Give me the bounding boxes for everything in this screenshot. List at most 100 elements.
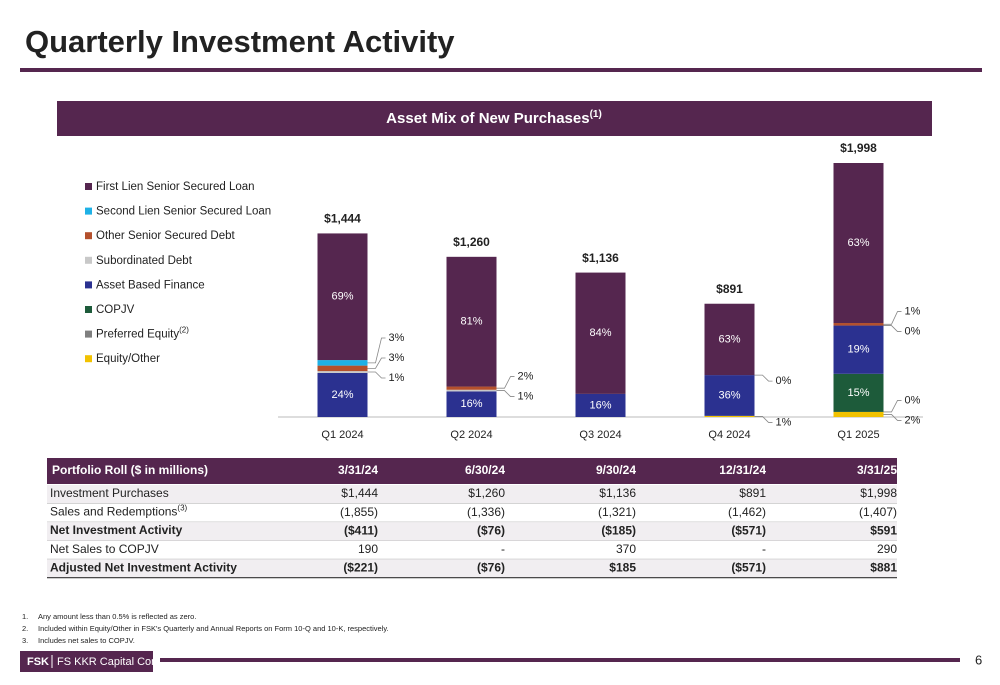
leader (754, 416, 773, 423)
bar-segment (446, 256, 497, 387)
table-cell: ($185) (601, 523, 636, 537)
leader (883, 325, 902, 332)
footnote: Included within Equity/Other in FSK's Qu… (38, 624, 389, 633)
bar-segment (446, 386, 497, 390)
table-cell: (1,407) (859, 505, 897, 519)
legend-label: Other Senior Secured Debt (96, 230, 236, 242)
table-cell: ($76) (477, 523, 505, 537)
table-header: 9/30/24 (596, 463, 636, 477)
legend-swatch (85, 232, 92, 240)
bar-segment (317, 372, 368, 417)
footnote: Any amount less than 0.5% is reflected a… (38, 612, 196, 621)
leader (883, 414, 902, 421)
x-tick-label: Q1 2025 (837, 429, 879, 441)
legend-swatch (85, 207, 92, 215)
row-label: Investment Purchases (50, 486, 169, 500)
subtitle-text: Asset Mix of New Purchases (386, 110, 589, 127)
value-label: 1% (389, 372, 405, 384)
value-label: 16% (589, 399, 611, 411)
table-cell: ($571) (731, 523, 766, 537)
table-cell: - (762, 542, 766, 556)
value-label: 63% (718, 333, 740, 345)
x-tick-label: Q4 2024 (708, 429, 750, 441)
footnote-number: 1. (22, 612, 28, 621)
value-label: 3% (389, 332, 405, 344)
value-label: 0% (905, 394, 921, 406)
table-cell: $1,998 (860, 486, 897, 500)
bar-segment (704, 303, 755, 376)
value-label: 0% (905, 325, 921, 337)
row-label: Adjusted Net Investment Activity (50, 561, 237, 575)
legend-swatch (85, 330, 92, 338)
legend-text: Asset Based Finance (96, 279, 205, 291)
table-header-bg (47, 458, 897, 484)
logo-box (20, 651, 153, 672)
leader (754, 374, 773, 382)
value-label: 0% (776, 375, 792, 387)
ticker: FSK (27, 656, 49, 668)
table-cell: (1,321) (598, 505, 636, 519)
footer-rule (160, 658, 960, 662)
total-label: $1,260 (453, 235, 490, 249)
legend-note: (2) (179, 326, 189, 335)
legend-label: Second Lien Senior Secured Loan (96, 206, 271, 218)
legend-label: COPJV (96, 304, 135, 316)
bar-segment (446, 391, 497, 417)
table-cell: ($411) (344, 523, 378, 537)
legend-label: Equity/Other (96, 353, 160, 365)
row-label-text: Net Investment Activity (50, 523, 183, 537)
total-label: $891 (716, 282, 743, 296)
table-cell: $881 (870, 561, 897, 575)
table-header: 3/31/25 (857, 463, 897, 477)
page-number: 6 (975, 652, 982, 667)
bar-segment (575, 272, 626, 394)
rule (20, 68, 982, 72)
x-tick-label: Q2 2024 (450, 429, 492, 441)
leader (367, 371, 386, 379)
legend-swatch (85, 306, 92, 313)
bar-segment (833, 411, 884, 417)
bar-segment (317, 371, 368, 373)
table-cell: ($571) (731, 561, 766, 575)
table-cell: $1,260 (468, 486, 505, 500)
value-label: 1% (776, 416, 792, 428)
subtitle-note: (1) (590, 109, 602, 120)
table-cell: 290 (877, 542, 897, 556)
footnote-number: 3. (22, 636, 28, 645)
leader (883, 400, 902, 413)
legend-swatch (85, 355, 92, 363)
legend-label: First Lien Senior Secured Loan (96, 181, 255, 193)
row-label: Sales and Redemptions(3) (50, 504, 188, 519)
legend-text: COPJV (96, 304, 135, 316)
table-cell: $1,136 (599, 486, 636, 500)
value-label: 69% (331, 291, 353, 303)
row-label-text: Investment Purchases (50, 486, 169, 500)
row-note: (3) (177, 504, 187, 513)
leader (367, 337, 386, 364)
table-header: 3/31/24 (338, 463, 378, 477)
bar-segment (446, 389, 497, 392)
row-label: Net Investment Activity (50, 523, 183, 537)
leader (496, 390, 515, 397)
legend-label: Preferred Equity(2) (96, 326, 189, 341)
footnote: Includes net sales to COPJV. (38, 636, 135, 645)
total-label: $1,444 (324, 212, 361, 226)
value-label: 36% (718, 389, 740, 401)
leader (496, 376, 515, 389)
table-cell: $891 (739, 486, 766, 500)
legend-swatch (85, 183, 92, 190)
table-cell: $591 (870, 523, 897, 537)
legend-swatch (85, 256, 92, 264)
value-label: 16% (460, 398, 482, 410)
row-label-text: Net Sales to COPJV (50, 542, 159, 556)
bar-segment (704, 375, 755, 416)
row-label: Net Sales to COPJV (50, 542, 159, 556)
legend-label: Asset Based Finance (96, 279, 205, 291)
table-cell: ($221) (343, 561, 378, 575)
leader (883, 311, 902, 325)
table-cell: (1,336) (467, 505, 505, 519)
value-label: 1% (905, 305, 921, 317)
title: Quarterly Investment Activity (25, 24, 455, 59)
table-cell: $1,444 (341, 486, 378, 500)
table-header: Portfolio Roll ($ in millions) (52, 463, 208, 477)
